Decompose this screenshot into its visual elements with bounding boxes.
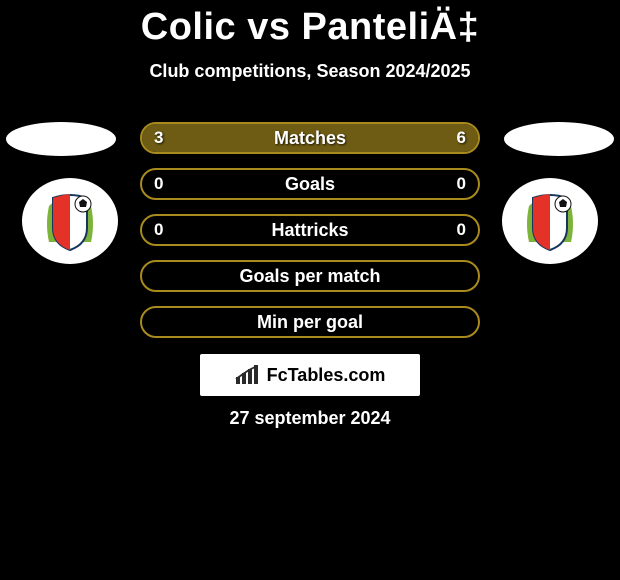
player-avatar-right [504,122,614,156]
date-label: 27 september 2024 [0,408,620,429]
stat-row: 3Matches6 [140,122,480,154]
club-crest-right [502,178,598,264]
shield-icon [523,190,577,252]
stat-value-left: 0 [154,220,184,240]
stat-value-left: 0 [154,174,184,194]
stat-row: Goals per match [140,260,480,292]
player-avatar-left [6,122,116,156]
brand-label: FcTables.com [267,365,386,386]
page-subtitle: Club competitions, Season 2024/2025 [0,61,620,82]
stat-label: Hattricks [184,220,436,241]
brand-badge: FcTables.com [200,354,420,396]
stat-value-left: 3 [154,128,184,148]
stat-row: Min per goal [140,306,480,338]
stats-column: 3Matches60Goals00Hattricks0Goals per mat… [140,122,480,352]
stat-label: Matches [184,128,436,149]
page-title: Colic vs PanteliÄ‡ [0,0,620,49]
stat-row: 0Goals0 [140,168,480,200]
stat-label: Goals per match [184,266,436,287]
stat-label: Goals [184,174,436,195]
stat-row: 0Hattricks0 [140,214,480,246]
stat-value-right: 0 [436,174,466,194]
stat-value-right: 0 [436,220,466,240]
stat-label: Min per goal [184,312,436,333]
stat-value-right: 6 [436,128,466,148]
club-crest-left [22,178,118,264]
shield-icon [43,190,97,252]
bar-chart-icon [235,365,261,385]
